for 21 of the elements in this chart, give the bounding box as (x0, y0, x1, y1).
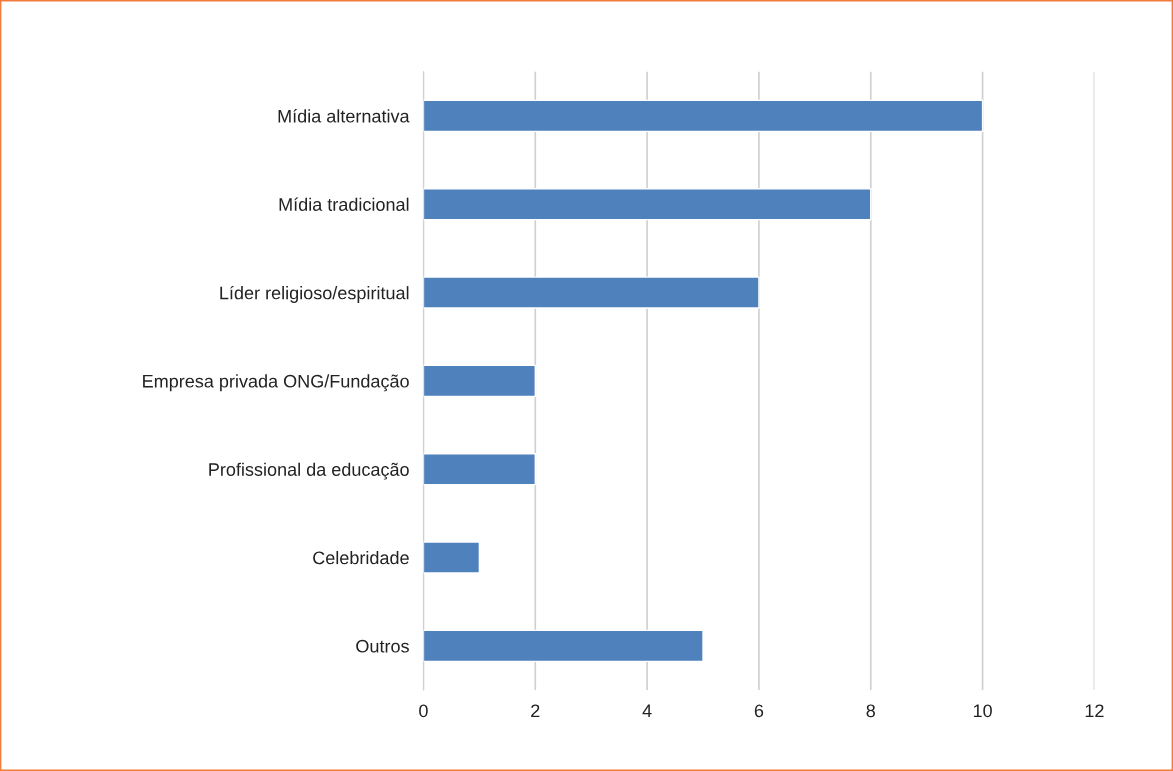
y-tick-label: Outros (356, 639, 409, 653)
bar (423, 629, 704, 663)
y-tick-label: Profissional da educação (209, 462, 409, 480)
y-tick-label: Celebridade (313, 551, 409, 565)
y-tick-label: Empresa privada ONG/Fundação (143, 374, 409, 392)
bar (423, 541, 481, 574)
bar (423, 276, 760, 309)
x-tick-label: 2 (531, 704, 540, 718)
x-tick-label: 12 (1085, 704, 1104, 718)
y-tick-label: Mídia alternativa (278, 109, 410, 123)
x-tick-label: 6 (754, 704, 764, 718)
y-tick-label: Líder religioso/espiritual (220, 285, 409, 303)
bar (423, 453, 536, 486)
x-tick-label: 10 (973, 704, 992, 718)
y-tick-label: Mídia tradicional (279, 197, 409, 211)
bar (423, 188, 872, 221)
x-tick-label: 4 (642, 704, 652, 718)
bar (423, 364, 536, 398)
x-tick-label: 8 (866, 704, 875, 718)
bar (423, 99, 984, 133)
x-tick-label: 0 (419, 704, 428, 718)
